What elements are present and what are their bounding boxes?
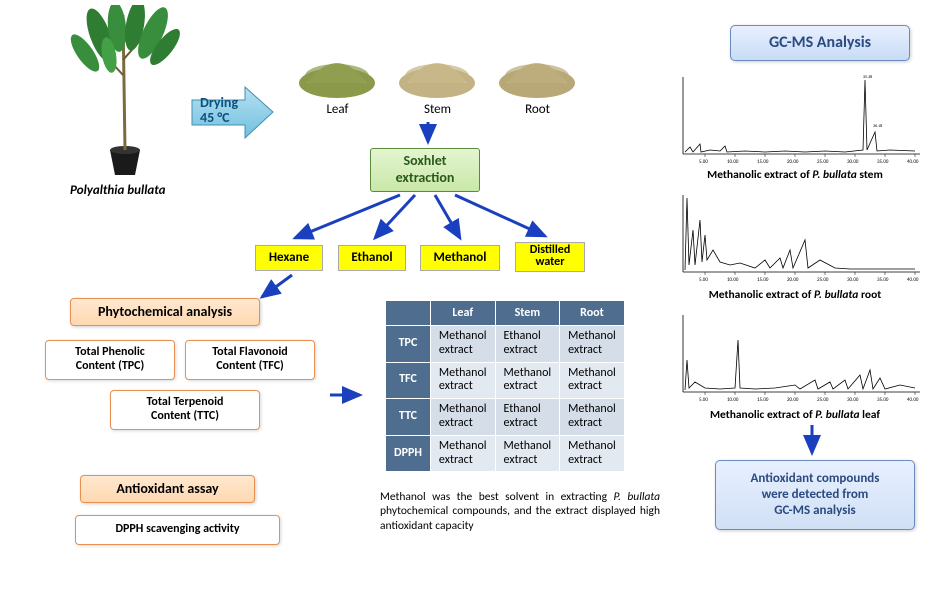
powder-leaf-label: Leaf bbox=[295, 102, 380, 117]
table-row: TTCMethanolextractEthanolextractMethanol… bbox=[386, 399, 625, 436]
svg-text:20.00: 20.00 bbox=[787, 397, 799, 403]
chromatogram-root: 5.00 10.00 15.00 20.00 25.00 30.00 35.00 40.00 bbox=[665, 190, 925, 285]
solvent-distilled-water: Distilledwater bbox=[515, 242, 585, 272]
gcms-result-box: Antioxidant compoundswere detected fromG… bbox=[715, 460, 915, 530]
chromatogram-root-label: Methanolic extract of P. bullata root bbox=[665, 288, 925, 302]
plant-species-label: Polyalthia bullata bbox=[70, 183, 165, 198]
svg-text:5.00: 5.00 bbox=[699, 159, 708, 165]
table-caption: Methanol was the best solvent in extract… bbox=[380, 490, 660, 533]
svg-text:25.00: 25.00 bbox=[817, 159, 829, 165]
tfc-box: Total FlavonoidContent (TFC) bbox=[185, 340, 315, 380]
solvent-ethanol: Ethanol bbox=[338, 245, 406, 271]
svg-text:35.00: 35.00 bbox=[877, 277, 889, 283]
table-row: DPPHMethanolextractMethanolextractMethan… bbox=[386, 435, 625, 472]
svg-text:20.00: 20.00 bbox=[787, 159, 799, 165]
dpph-box: DPPH scavenging activity bbox=[75, 515, 280, 545]
chromatogram-stem-label: Methanolic extract of P. bullata stem bbox=[665, 168, 925, 182]
svg-text:30.00: 30.00 bbox=[847, 397, 859, 403]
antioxidant-heading: Antioxidant assay bbox=[80, 475, 255, 503]
svg-text:20.00: 20.00 bbox=[787, 277, 799, 283]
powder-root-label: Root bbox=[495, 102, 580, 117]
svg-text:36.18: 36.18 bbox=[873, 124, 882, 129]
tpc-box: Total PhenolicContent (TPC) bbox=[45, 340, 175, 380]
powder-stem-label: Stem bbox=[395, 102, 480, 117]
table-header-row: Leaf Stem Root bbox=[386, 301, 625, 326]
svg-text:25.00: 25.00 bbox=[817, 277, 829, 283]
svg-text:40.00: 40.00 bbox=[907, 159, 919, 165]
svg-text:15.00: 15.00 bbox=[757, 277, 769, 283]
svg-text:10.00: 10.00 bbox=[727, 397, 739, 403]
svg-text:35.00: 35.00 bbox=[877, 397, 889, 403]
svg-text:25.00: 25.00 bbox=[817, 397, 829, 403]
solvent-methanol: Methanol bbox=[420, 245, 500, 271]
phytochemical-heading: Phytochemical analysis bbox=[70, 298, 260, 326]
chromatogram-stem: 5.0010.0015.0020.0025.0030.0035.0040.00 … bbox=[665, 72, 925, 167]
svg-text:30.00: 30.00 bbox=[847, 277, 859, 283]
svg-text:35.00: 35.00 bbox=[877, 159, 889, 165]
svg-text:35.38: 35.38 bbox=[863, 75, 872, 80]
gcms-heading: GC-MS Analysis bbox=[730, 25, 910, 61]
table-row: TFCMethanolextractMethanolextractMethano… bbox=[386, 362, 625, 399]
soxhlet-box: Soxhletextraction bbox=[370, 148, 480, 192]
svg-text:40.00: 40.00 bbox=[907, 397, 919, 403]
powder-root bbox=[495, 38, 580, 100]
chromatogram-leaf: 5.00 10.00 15.00 20.00 25.00 30.00 35.00 40.00 bbox=[665, 310, 925, 405]
chromatogram-leaf-label: Methanolic extract of P. bullata leaf bbox=[665, 408, 925, 422]
plant-illustration bbox=[65, 5, 185, 180]
solvent-hexane: Hexane bbox=[255, 245, 323, 271]
svg-text:10.00: 10.00 bbox=[727, 277, 739, 283]
svg-text:5.00: 5.00 bbox=[699, 397, 708, 403]
svg-text:15.00: 15.00 bbox=[757, 397, 769, 403]
ttc-box: Total TerpenoidContent (TTC) bbox=[110, 390, 260, 430]
results-table: Leaf Stem Root TPCMethanolextractEthanol… bbox=[385, 300, 625, 472]
svg-text:30.00: 30.00 bbox=[847, 159, 859, 165]
svg-text:40.00: 40.00 bbox=[907, 277, 919, 283]
table-row: TPCMethanolextractEthanolextractMethanol… bbox=[386, 326, 625, 363]
svg-text:5.00: 5.00 bbox=[699, 277, 708, 283]
powder-stem bbox=[395, 38, 480, 100]
svg-text:15.00: 15.00 bbox=[757, 159, 769, 165]
drying-label: Drying 45 °C bbox=[200, 95, 238, 126]
powder-leaf bbox=[295, 38, 380, 100]
svg-text:10.00: 10.00 bbox=[727, 159, 739, 165]
